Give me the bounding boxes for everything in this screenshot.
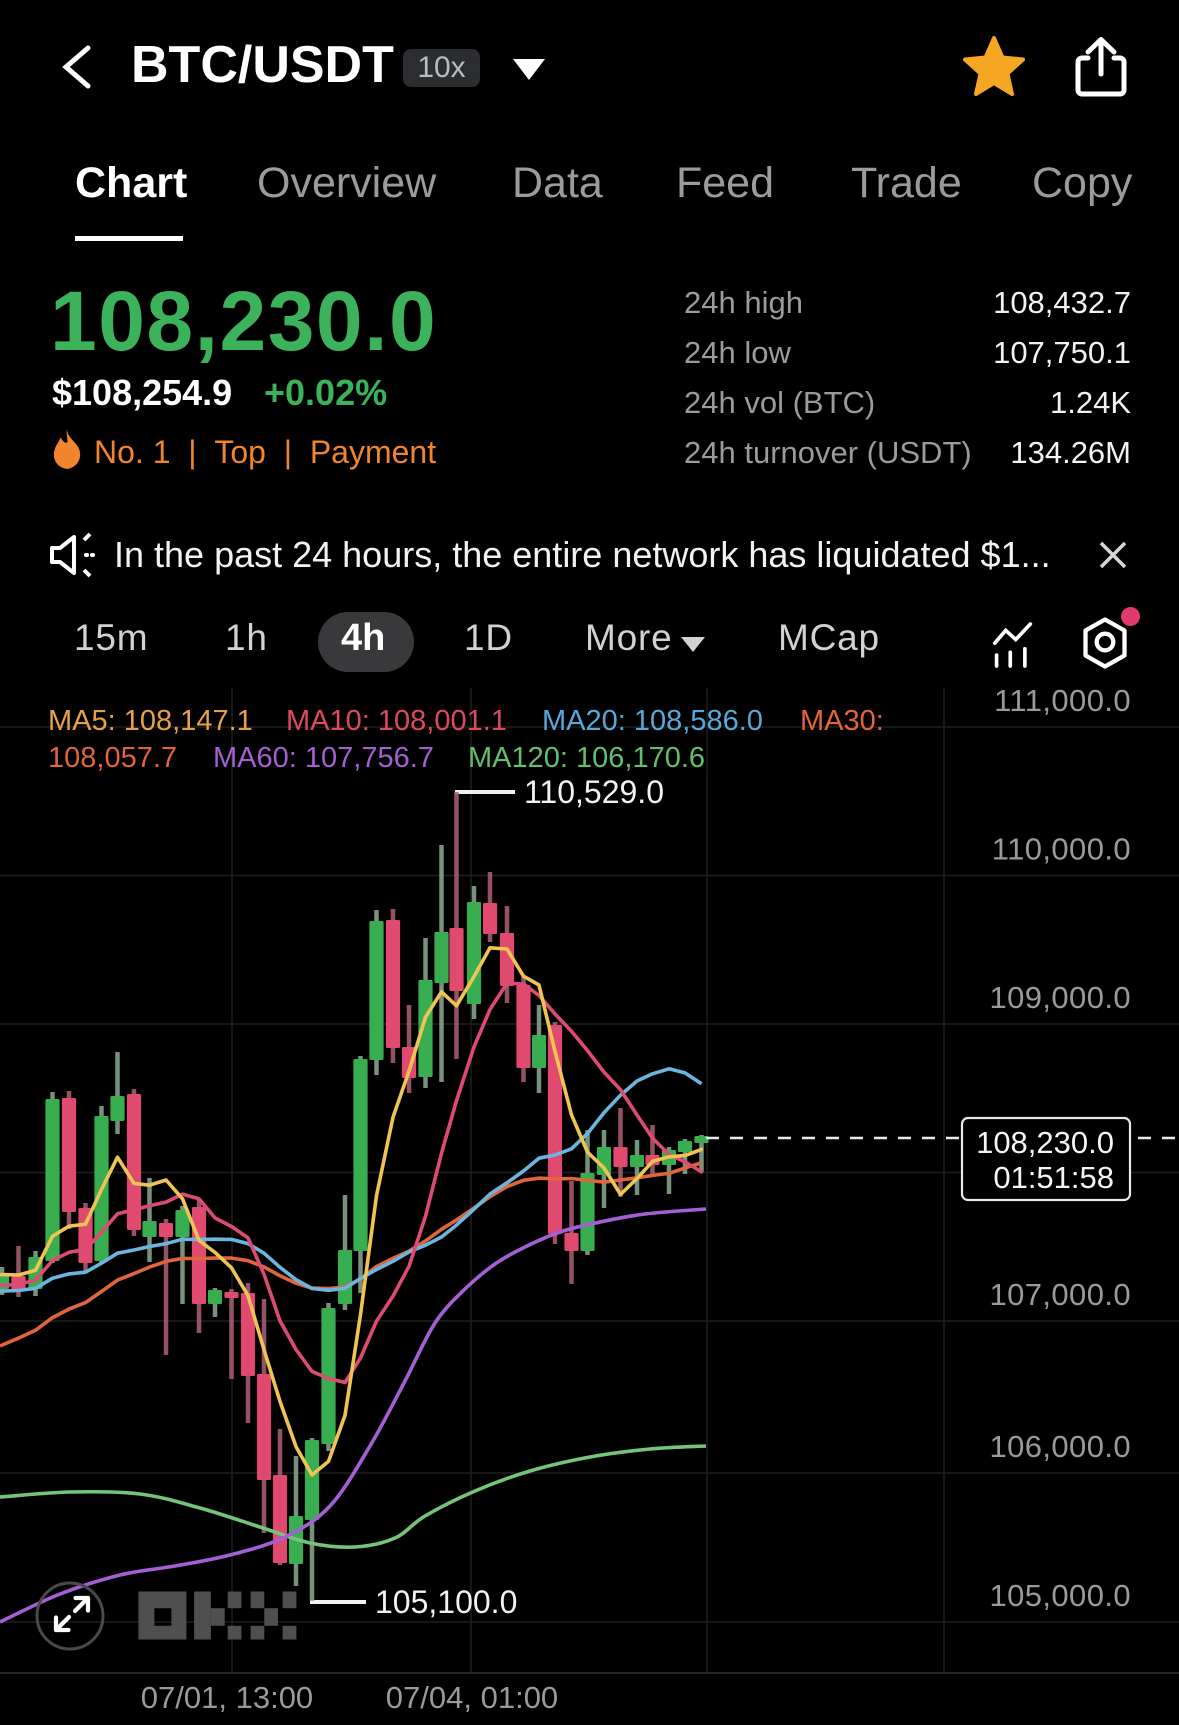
svg-text:MA60: 107,756.7: MA60: 107,756.7 [213, 742, 434, 774]
svg-text:108,057.7: 108,057.7 [48, 742, 177, 774]
svg-text:108,230.0: 108,230.0 [976, 1125, 1114, 1160]
svg-text:07/04, 01:00: 07/04, 01:00 [386, 1680, 558, 1715]
svg-text:MA120: 106,170.6: MA120: 106,170.6 [468, 742, 705, 774]
svg-text:MA5: 108,147.1: MA5: 108,147.1 [48, 705, 253, 737]
svg-text:110,529.0: 110,529.0 [524, 774, 664, 810]
svg-text:111,000.0: 111,000.0 [994, 688, 1131, 718]
svg-text:MA30:: MA30: [800, 705, 884, 737]
svg-text:MA20: 108,586.0: MA20: 108,586.0 [542, 705, 763, 737]
svg-text:MA10: 108,001.1: MA10: 108,001.1 [286, 705, 507, 737]
svg-text:105,000.0: 105,000.0 [989, 1578, 1131, 1613]
svg-text:01:51:58: 01:51:58 [993, 1160, 1114, 1195]
svg-text:105,100.0: 105,100.0 [375, 1584, 517, 1620]
svg-text:109,000.0: 109,000.0 [989, 980, 1131, 1015]
svg-text:106,000.0: 106,000.0 [989, 1429, 1131, 1464]
svg-text:07/01, 13:00: 07/01, 13:00 [141, 1680, 313, 1715]
svg-text:110,000.0: 110,000.0 [992, 832, 1131, 867]
svg-text:107,000.0: 107,000.0 [989, 1277, 1131, 1312]
